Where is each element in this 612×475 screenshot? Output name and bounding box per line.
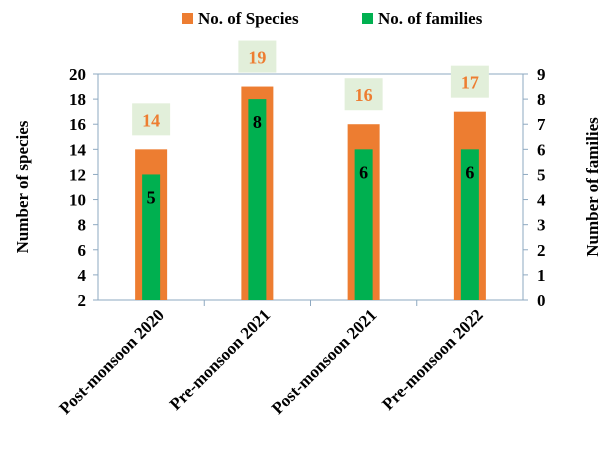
y-right-tick-label: 2: [537, 241, 546, 260]
species-label-background: [450, 65, 489, 98]
species-data-label: 19: [248, 48, 266, 68]
x-tick-label: Post-monsoon 2020: [55, 305, 168, 418]
y-left-tick-label: 10: [69, 191, 86, 210]
species-label-background: [344, 78, 383, 111]
species-data-label: 16: [355, 85, 373, 105]
y-left-tick-label: 4: [78, 266, 87, 285]
families-data-label: 8: [253, 112, 262, 132]
x-tick-label: Pre-monsoon 2022: [378, 305, 486, 413]
y-left-tick-label: 6: [78, 241, 87, 260]
species-data-label: 14: [142, 110, 160, 130]
y-right-tick-label: 5: [537, 165, 546, 184]
y-right-tick-label: 6: [537, 140, 546, 159]
y-left-tick-label: 2: [78, 291, 87, 310]
families-bar: [354, 149, 373, 300]
families-data-label: 5: [147, 187, 156, 207]
y-axis-right-label: Number of families: [583, 117, 602, 257]
y-left-tick-label: 20: [69, 65, 86, 84]
x-tick-label: Post-monsoon 2021: [268, 305, 381, 418]
legend-swatch-families: [362, 13, 373, 24]
families-data-label: 6: [465, 162, 474, 182]
legend-swatch-species: [182, 13, 193, 24]
y-right-tick-label: 7: [537, 115, 546, 134]
species-label-background: [238, 40, 277, 73]
y-right-tick-label: 9: [537, 65, 546, 84]
y-left-tick-label: 18: [69, 90, 86, 109]
y-left-tick-label: 12: [69, 165, 86, 184]
families-bar: [248, 99, 267, 300]
species-label-background: [132, 103, 171, 136]
y-left-tick-label: 14: [69, 140, 87, 159]
x-tick-label: Pre-monsoon 2021: [166, 305, 274, 413]
y-right-tick-label: 3: [537, 216, 546, 235]
y-right-tick-label: 1: [537, 266, 546, 285]
families-bar: [460, 149, 479, 300]
species-data-label: 17: [461, 73, 479, 93]
y-left-tick-label: 16: [69, 115, 86, 134]
legend: No. of Species No. of families: [182, 9, 483, 28]
y-left-tick-label: 8: [78, 216, 87, 235]
legend-label-species: No. of Species: [198, 9, 299, 28]
families-bar: [142, 174, 161, 300]
y-right-tick-label: 4: [537, 191, 546, 210]
legend-label-families: No. of families: [378, 9, 483, 28]
families-data-label: 6: [359, 162, 368, 182]
y-axis-left-label: Number of species: [13, 120, 32, 253]
y-right-tick-label: 8: [537, 90, 546, 109]
y-right-tick-label: 0: [537, 291, 546, 310]
plot-area: 24681012141618200123456789145Post-monsoo…: [55, 40, 546, 418]
